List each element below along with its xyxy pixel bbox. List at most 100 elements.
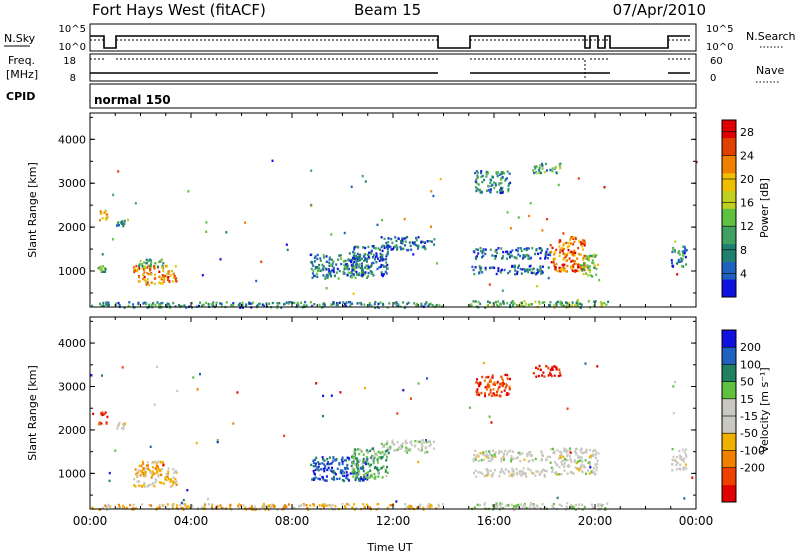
data-cell [365, 260, 368, 263]
data-cell [323, 506, 325, 510]
data-cell [551, 470, 554, 473]
data-cell [156, 301, 159, 304]
data-cell [354, 266, 357, 269]
data-cell [385, 241, 388, 245]
data-cell [542, 371, 545, 374]
data-cell [510, 503, 513, 506]
data-cell [489, 190, 492, 194]
data-cell [359, 459, 361, 462]
data-cell [385, 272, 388, 275]
data-cell [476, 378, 478, 381]
data-cell [534, 252, 537, 256]
data-cell [562, 242, 565, 245]
data-cell [551, 505, 554, 508]
data-cell [557, 300, 560, 304]
data-cell [598, 278, 601, 282]
data-cell [310, 260, 313, 264]
data-cell [108, 479, 111, 483]
data-cell [560, 453, 563, 457]
data-cell [351, 456, 354, 459]
data-cell [353, 246, 356, 249]
data-cell [477, 183, 480, 186]
data-cell [168, 306, 171, 309]
data-cell [358, 272, 361, 275]
data-cell [384, 270, 387, 273]
data-cell [325, 255, 328, 258]
data-cell [346, 473, 349, 477]
data-cell [409, 244, 412, 248]
data-cell [161, 274, 164, 277]
data-cell [573, 270, 576, 273]
data-cell [256, 304, 259, 308]
data-cell [566, 459, 569, 462]
data-cell [134, 485, 137, 488]
data-cell [592, 453, 595, 456]
data-cell [511, 467, 514, 471]
y-tick-label: 1000 [58, 265, 86, 278]
data-cell [370, 304, 373, 307]
data-cell [329, 273, 332, 277]
data-cell [348, 458, 351, 461]
data-cell [428, 303, 431, 306]
data-cell [483, 502, 486, 505]
data-cell [581, 470, 584, 474]
data-cell [353, 503, 356, 506]
data-cell [417, 448, 420, 451]
data-cell [511, 301, 514, 304]
power-ylabel: Slant Range [km] [26, 162, 39, 258]
data-cell [484, 394, 486, 398]
data-cell [345, 301, 348, 304]
data-cell [102, 506, 105, 510]
data-cell [363, 477, 366, 480]
data-cell [494, 182, 497, 185]
data-cell [184, 504, 187, 508]
data-cell [402, 301, 404, 304]
data-cell [143, 275, 146, 279]
data-cell [420, 302, 423, 305]
data-cell [591, 261, 594, 264]
data-cell [313, 303, 316, 306]
data-cell [331, 269, 333, 272]
colorbar-swatch [722, 364, 736, 382]
data-cell [386, 449, 389, 452]
data-cell [151, 304, 153, 307]
data-cell [244, 221, 246, 224]
data-cell [298, 505, 300, 508]
data-cell [479, 269, 482, 272]
data-cell [491, 376, 494, 379]
data-cell [564, 457, 566, 461]
data-cell [336, 303, 339, 307]
data-cell [492, 449, 494, 452]
data-cell [507, 450, 510, 454]
data-cell [165, 303, 168, 307]
data-cell [519, 247, 522, 250]
data-cell [101, 269, 104, 272]
data-cell [373, 450, 375, 453]
data-cell [565, 254, 568, 257]
data-cell [549, 373, 552, 376]
data-cell [413, 445, 416, 448]
data-cell [142, 277, 145, 281]
data-cell [156, 464, 158, 468]
data-cell [536, 268, 539, 271]
data-cell [160, 473, 162, 477]
data-cell [166, 503, 169, 506]
data-cell [563, 449, 566, 452]
data-cell [361, 257, 363, 260]
data-cell [312, 469, 315, 473]
data-cell [325, 273, 328, 277]
data-cell [262, 504, 265, 508]
data-cell [563, 465, 566, 469]
data-cell [532, 472, 535, 475]
data-cell [369, 252, 372, 255]
data-cell [90, 374, 93, 377]
data-cell [427, 304, 430, 307]
data-cell [325, 475, 328, 478]
data-cell [100, 266, 103, 269]
data-cell [393, 301, 396, 305]
data-cell [344, 259, 347, 263]
data-cell [376, 267, 379, 271]
data-cell [571, 301, 574, 304]
data-cell [491, 473, 494, 476]
data-cell [426, 240, 429, 243]
